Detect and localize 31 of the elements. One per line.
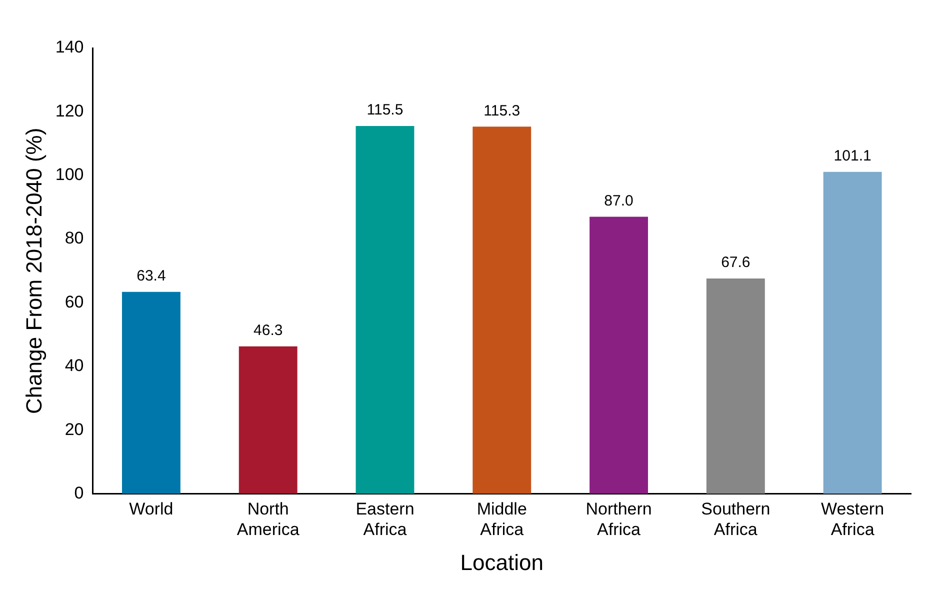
- bar: [706, 278, 765, 494]
- x-tick-label: Middle Africa: [476, 500, 527, 540]
- y-axis-title: Change From 2018-2040 (%): [21, 128, 46, 414]
- data-label: 115.3: [484, 102, 520, 120]
- data-label: 101.1: [834, 148, 872, 165]
- x-tick-label: Southern Africa: [701, 500, 770, 540]
- bar: [590, 216, 648, 494]
- y-tick-label: 0: [74, 483, 84, 502]
- x-tick-label: Northern Africa: [586, 500, 652, 540]
- x-tick-label: Eastern Africa: [356, 500, 414, 540]
- y-tick-label: 140: [55, 38, 84, 57]
- data-label: 67.6: [721, 254, 750, 272]
- y-tick-label: 60: [64, 292, 84, 312]
- bar: [472, 126, 532, 494]
- bar: [356, 126, 414, 494]
- x-axis-title: Location: [460, 550, 544, 575]
- y-tick-label: 120: [55, 101, 84, 120]
- bar: [122, 292, 180, 494]
- x-tick-label: World: [129, 500, 174, 519]
- data-label: 115.5: [366, 102, 404, 119]
- data-label: 46.3: [254, 322, 283, 340]
- y-tick-label: 20: [64, 420, 84, 439]
- bar: [823, 172, 882, 494]
- y-tick-label: 80: [64, 228, 84, 248]
- bar: [238, 346, 298, 494]
- y-tick-label: 100: [55, 165, 84, 184]
- x-tick-label: Western Africa: [821, 500, 884, 540]
- data-label: 87.0: [604, 192, 634, 210]
- y-tick-label: 40: [64, 356, 84, 376]
- x-tick-label: North America: [236, 500, 300, 540]
- data-label: 63.4: [136, 268, 166, 285]
